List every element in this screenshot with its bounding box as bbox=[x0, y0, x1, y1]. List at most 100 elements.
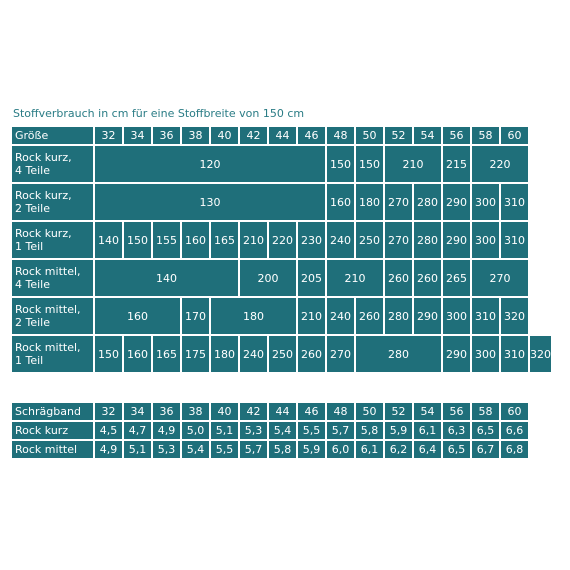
value-cell: 6,5 bbox=[472, 422, 499, 439]
value-cell: 120 bbox=[95, 146, 325, 182]
size-header-cell: 58 bbox=[472, 127, 499, 144]
row-label-line: Rock kurz, bbox=[15, 189, 72, 202]
value-cell: 205 bbox=[298, 260, 325, 296]
value-cell: 270 bbox=[327, 336, 354, 372]
value-cell: 5,8 bbox=[356, 422, 383, 439]
value-cell: 140 bbox=[95, 260, 238, 296]
value-cell: 6,8 bbox=[501, 441, 528, 458]
value-cell: 310 bbox=[501, 222, 528, 258]
value-cell: 260 bbox=[385, 260, 412, 296]
value-cell: 5,0 bbox=[182, 422, 209, 439]
size-header-cell: 52 bbox=[385, 127, 412, 144]
value-cell: 215 bbox=[443, 146, 470, 182]
value-cell: 5,8 bbox=[269, 441, 296, 458]
table-row: Rock kurz, 1 Teil 140 150 155 160 165 210 220 230… bbox=[12, 222, 551, 258]
value-cell: 280 bbox=[414, 184, 441, 220]
size-header-cell: 46 bbox=[298, 127, 325, 144]
table-row: Rock mittel, 1 Teil 150 160 165 175 180 240 250 2… bbox=[12, 336, 551, 372]
value-cell: 180 bbox=[211, 298, 296, 334]
value-cell: 200 bbox=[240, 260, 296, 296]
value-cell: 260 bbox=[414, 260, 441, 296]
size-header-cell: 44 bbox=[269, 403, 296, 420]
value-cell: 4,7 bbox=[124, 422, 151, 439]
row-label: Rock mittel, 4 Teile bbox=[12, 260, 93, 296]
value-cell: 270 bbox=[472, 260, 528, 296]
value-cell: 150 bbox=[95, 336, 122, 372]
value-cell: 300 bbox=[443, 298, 470, 334]
value-cell: 6,1 bbox=[414, 422, 441, 439]
value-cell: 130 bbox=[95, 184, 325, 220]
value-cell: 210 bbox=[327, 260, 383, 296]
row-label-line: 4 Teile bbox=[15, 278, 50, 291]
size-header-cell: 32 bbox=[95, 403, 122, 420]
value-cell: 290 bbox=[443, 184, 470, 220]
value-cell: 4,9 bbox=[95, 441, 122, 458]
value-cell: 210 bbox=[240, 222, 267, 258]
value-cell: 250 bbox=[356, 222, 383, 258]
value-cell: 160 bbox=[124, 336, 151, 372]
size-header-cell: 46 bbox=[298, 403, 325, 420]
value-cell: 6,7 bbox=[472, 441, 499, 458]
value-cell: 300 bbox=[472, 222, 499, 258]
row-label-line: Rock mittel, bbox=[15, 303, 81, 316]
row-label-line: 2 Teile bbox=[15, 202, 50, 215]
value-cell: 310 bbox=[501, 184, 528, 220]
value-cell: 240 bbox=[327, 298, 354, 334]
size-header-cell: 58 bbox=[472, 403, 499, 420]
value-cell: 6,0 bbox=[327, 441, 354, 458]
value-cell: 240 bbox=[327, 222, 354, 258]
value-cell: 5,9 bbox=[298, 441, 325, 458]
size-header-cell: 60 bbox=[501, 403, 528, 420]
row-label-line: 1 Teil bbox=[15, 354, 44, 367]
size-header-cell: 60 bbox=[501, 127, 528, 144]
value-cell: 220 bbox=[472, 146, 528, 182]
size-header-cell: 40 bbox=[211, 127, 238, 144]
value-cell: 140 bbox=[95, 222, 122, 258]
value-cell: 5,7 bbox=[240, 441, 267, 458]
size-header-cell: 38 bbox=[182, 127, 209, 144]
value-cell: 5,1 bbox=[124, 441, 151, 458]
size-header-cell: 40 bbox=[211, 403, 238, 420]
size-header-cell: 50 bbox=[356, 127, 383, 144]
value-cell: 175 bbox=[182, 336, 209, 372]
row-label: Rock mittel, 1 Teil bbox=[12, 336, 93, 372]
value-cell: 320 bbox=[501, 298, 528, 334]
table-row: Rock mittel, 2 Teile 160 170 180 210 240 260 280… bbox=[12, 298, 551, 334]
value-cell: 230 bbox=[298, 222, 325, 258]
size-header-cell: 54 bbox=[414, 127, 441, 144]
row-label-line: 2 Teile bbox=[15, 316, 50, 329]
row-label: Rock kurz bbox=[12, 422, 93, 439]
value-cell: 6,1 bbox=[356, 441, 383, 458]
value-cell: 270 bbox=[385, 184, 412, 220]
value-cell: 270 bbox=[385, 222, 412, 258]
value-cell: 5,4 bbox=[182, 441, 209, 458]
value-cell: 170 bbox=[182, 298, 209, 334]
value-cell: 5,4 bbox=[269, 422, 296, 439]
bias-tape-table: Schrägband 32 34 36 38 40 42 44 46 48 50 52 54 56 58 60… bbox=[10, 401, 530, 460]
tape-header-label: Schrägband bbox=[12, 403, 93, 420]
value-cell: 240 bbox=[240, 336, 267, 372]
table-row: Rock kurz, 2 Teile 130 160 180 270 280 290 300 31… bbox=[12, 184, 551, 220]
value-cell: 320 bbox=[530, 336, 551, 372]
value-cell: 165 bbox=[153, 336, 180, 372]
value-cell: 290 bbox=[443, 336, 470, 372]
row-label: Rock kurz, 2 Teile bbox=[12, 184, 93, 220]
header-row: Größe 32 34 36 38 40 42 44 46 48 50 52 54 56 58 60 bbox=[12, 127, 551, 144]
size-header-cell: 48 bbox=[327, 127, 354, 144]
value-cell: 150 bbox=[327, 146, 354, 182]
row-label: Rock mittel, 2 Teile bbox=[12, 298, 93, 334]
size-header-cell: 50 bbox=[356, 403, 383, 420]
value-cell: 280 bbox=[414, 222, 441, 258]
value-cell: 150 bbox=[124, 222, 151, 258]
size-header-cell: 42 bbox=[240, 127, 267, 144]
value-cell: 4,9 bbox=[153, 422, 180, 439]
size-header-label: Größe bbox=[12, 127, 93, 144]
size-header-cell: 34 bbox=[124, 127, 151, 144]
value-cell: 280 bbox=[385, 298, 412, 334]
value-cell: 180 bbox=[356, 184, 383, 220]
value-cell: 5,1 bbox=[211, 422, 238, 439]
row-label-line: 4 Teile bbox=[15, 164, 50, 177]
row-label: Rock mittel bbox=[12, 441, 93, 458]
value-cell: 290 bbox=[443, 222, 470, 258]
row-label: Rock kurz, 4 Teile bbox=[12, 146, 93, 182]
